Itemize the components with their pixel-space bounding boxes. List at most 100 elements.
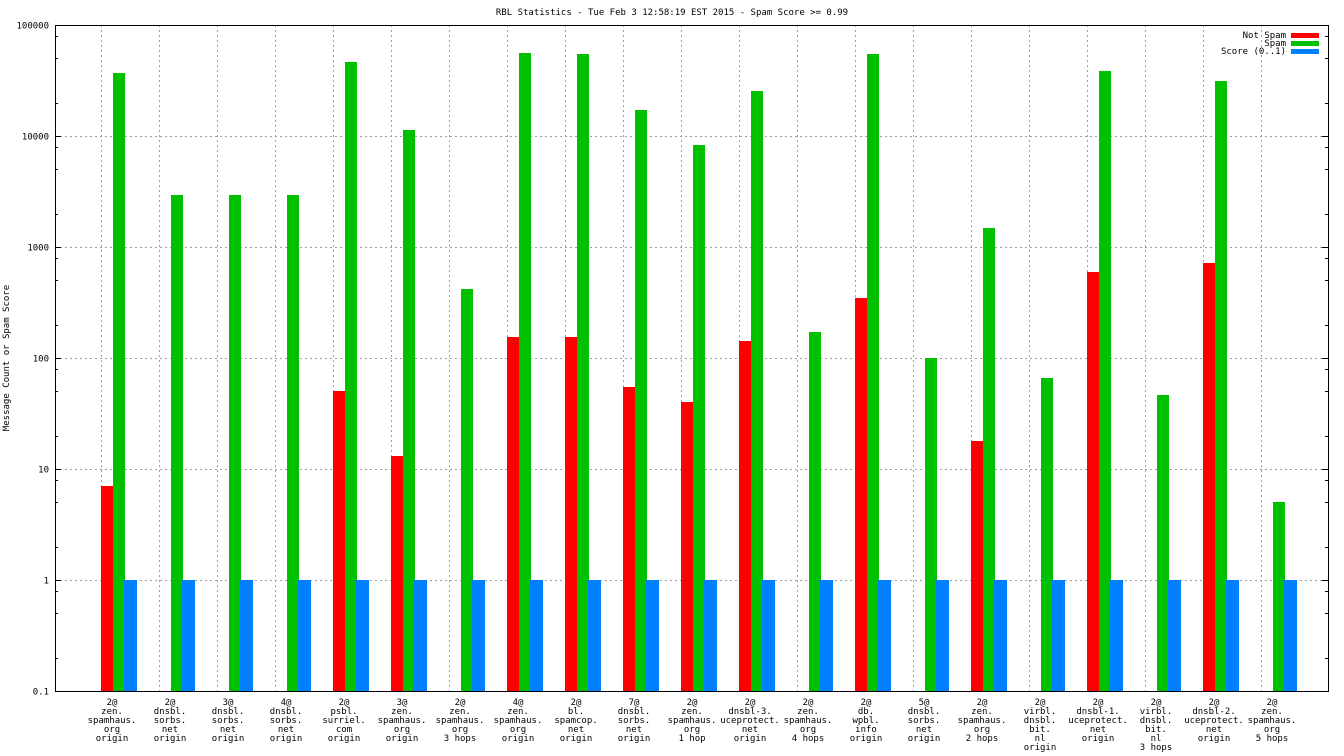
- x-tick-label-line: spamhaus.: [88, 716, 137, 726]
- bar-spam: [635, 110, 647, 691]
- x-tick-label-line: spamhaus.: [1248, 716, 1297, 726]
- x-tick-label-line: zen.: [681, 707, 703, 717]
- x-tick-label: 4@ dnsbl. sorbs. net origin: [270, 698, 303, 744]
- x-tick-label-line: origin: [270, 734, 303, 744]
- x-tick-label-line: dnsbl-1.: [1076, 707, 1119, 717]
- x-tick-label-line: 2@: [571, 698, 582, 708]
- x-tick-label-line: 3@: [397, 698, 408, 708]
- bar-not-spam: [391, 456, 403, 691]
- x-tick-label: 2@ psbl. surriel. com origin: [322, 698, 365, 744]
- y-axis-label: Message Count or Spam Score: [2, 285, 12, 431]
- bar-spam: [171, 195, 183, 691]
- bar-spam: [983, 228, 995, 691]
- bar-spam: [693, 145, 705, 691]
- x-tick-label-line: spamhaus.: [494, 716, 543, 726]
- x-tick-label-line: org: [800, 725, 816, 735]
- x-tick-label: 2@ virbl. dnsbl. bit. nl origin: [1024, 698, 1057, 753]
- bar-spam: [577, 54, 589, 691]
- x-tick-label-line: spamhaus.: [378, 716, 427, 726]
- x-tick-label-line: dnsbl.: [908, 707, 941, 717]
- x-tick-label-line: origin: [1082, 734, 1115, 744]
- x-tick-label-line: 2@: [687, 698, 698, 708]
- bar-not-spam: [1087, 272, 1099, 691]
- x-tick-label-line: 1 hop: [678, 734, 705, 744]
- y-tick-label: 10: [38, 466, 49, 476]
- x-tick-label: 2@ zen. spamhaus. org 2 hops: [958, 698, 1007, 744]
- axes: [55, 25, 1329, 692]
- x-tick-label-line: 2@: [1267, 698, 1278, 708]
- x-tick-label: 7@ dnsbl. sorbs. net origin: [618, 698, 651, 744]
- x-tick-label-line: org: [684, 725, 700, 735]
- x-tick-label-line: nl: [1151, 734, 1162, 744]
- x-tick-label-line: surriel.: [322, 716, 365, 726]
- legend-label: Score (0..1): [1221, 47, 1286, 57]
- x-tick-label: 2@ virbl. dnsbl. bit. nl 3 hops: [1140, 698, 1173, 753]
- legend-swatch: [1291, 49, 1319, 54]
- x-tick-label-line: dnsbl.: [270, 707, 303, 717]
- x-tick-label-line: origin: [908, 734, 941, 744]
- x-tick-label-line: sorbs.: [270, 716, 303, 726]
- x-tick-label-line: origin: [154, 734, 187, 744]
- bar-spam: [1157, 395, 1169, 691]
- x-tick-label-line: net: [916, 725, 932, 735]
- bar-not-spam: [565, 337, 577, 691]
- y-tick-labels: 0.1 1 10 100 1000 10000 100000: [16, 22, 49, 698]
- bar-spam: [1215, 81, 1227, 691]
- bar-score-0-1: [356, 580, 369, 691]
- bar-spam: [925, 358, 937, 691]
- x-tick-label-line: 2@: [107, 698, 118, 708]
- bar-spam: [287, 195, 299, 691]
- legend-swatch: [1291, 33, 1319, 38]
- x-tick-label-line: org: [1264, 725, 1280, 735]
- bar-spam: [1041, 378, 1053, 691]
- x-tick-label-line: origin: [328, 734, 361, 744]
- x-tick-label-line: 2@: [1093, 698, 1104, 708]
- x-tick-label-line: 2@: [861, 698, 872, 708]
- bar-not-spam: [623, 387, 635, 691]
- bar-spam: [867, 54, 879, 691]
- bar-score-0-1: [646, 580, 659, 691]
- x-tick-label-line: bit.: [1145, 725, 1167, 735]
- x-tick-label-line: 7@: [629, 698, 640, 708]
- bar-spam: [809, 332, 821, 691]
- x-tick-label-line: origin: [1024, 743, 1057, 753]
- x-tick-label-line: origin: [734, 734, 767, 744]
- x-tick-label: 3@ zen. spamhaus. org origin: [378, 698, 427, 744]
- bar-spam: [461, 289, 473, 691]
- bar-score-0-1: [1284, 580, 1297, 691]
- x-tick-label-line: dnsbl-2.: [1192, 707, 1235, 717]
- bar-spam: [113, 73, 125, 691]
- y-tick-label: 100: [33, 355, 49, 365]
- x-tick-label-line: uceprotect.: [1184, 716, 1244, 726]
- bar-not-spam: [855, 298, 867, 691]
- x-tick-label-line: spamhaus.: [436, 716, 485, 726]
- x-tick-label-line: 3 hops: [1140, 743, 1173, 753]
- x-tick-label-line: dnsbl.: [154, 707, 187, 717]
- bar-score-0-1: [994, 580, 1007, 691]
- plot-frame: [55, 25, 1329, 692]
- y-tick-label: 100000: [16, 22, 49, 32]
- y-tick-label: 0.1: [33, 688, 49, 698]
- x-tick-label: 2@ zen. spamhaus. org 4 hops: [784, 698, 833, 744]
- x-tick-label-line: 2@: [455, 698, 466, 708]
- x-tick-label: 2@ db. wpbl. info origin: [850, 698, 883, 744]
- bar-score-0-1: [530, 580, 543, 691]
- x-tick-label-line: 5@: [919, 698, 930, 708]
- x-tick-label-line: zen.: [797, 707, 819, 717]
- x-tick-label-line: 2 hops: [966, 734, 999, 744]
- x-tick-label-line: zen.: [507, 707, 529, 717]
- legend-label: Spam: [1264, 39, 1286, 49]
- x-tick-label-line: uceprotect.: [1068, 716, 1128, 726]
- x-tick-label-line: spamcop.: [554, 716, 597, 726]
- x-tick-label-line: bit.: [1029, 725, 1051, 735]
- bar-score-0-1: [1168, 580, 1181, 691]
- legend-label: Not Spam: [1243, 31, 1286, 41]
- x-tick-label-line: origin: [1198, 734, 1231, 744]
- x-tick-label-line: net: [162, 725, 178, 735]
- bar-spam: [1099, 71, 1111, 691]
- x-tick-label-line: 4@: [281, 698, 292, 708]
- bar-not-spam: [1203, 263, 1215, 691]
- x-tick-label-line: nl: [1035, 734, 1046, 744]
